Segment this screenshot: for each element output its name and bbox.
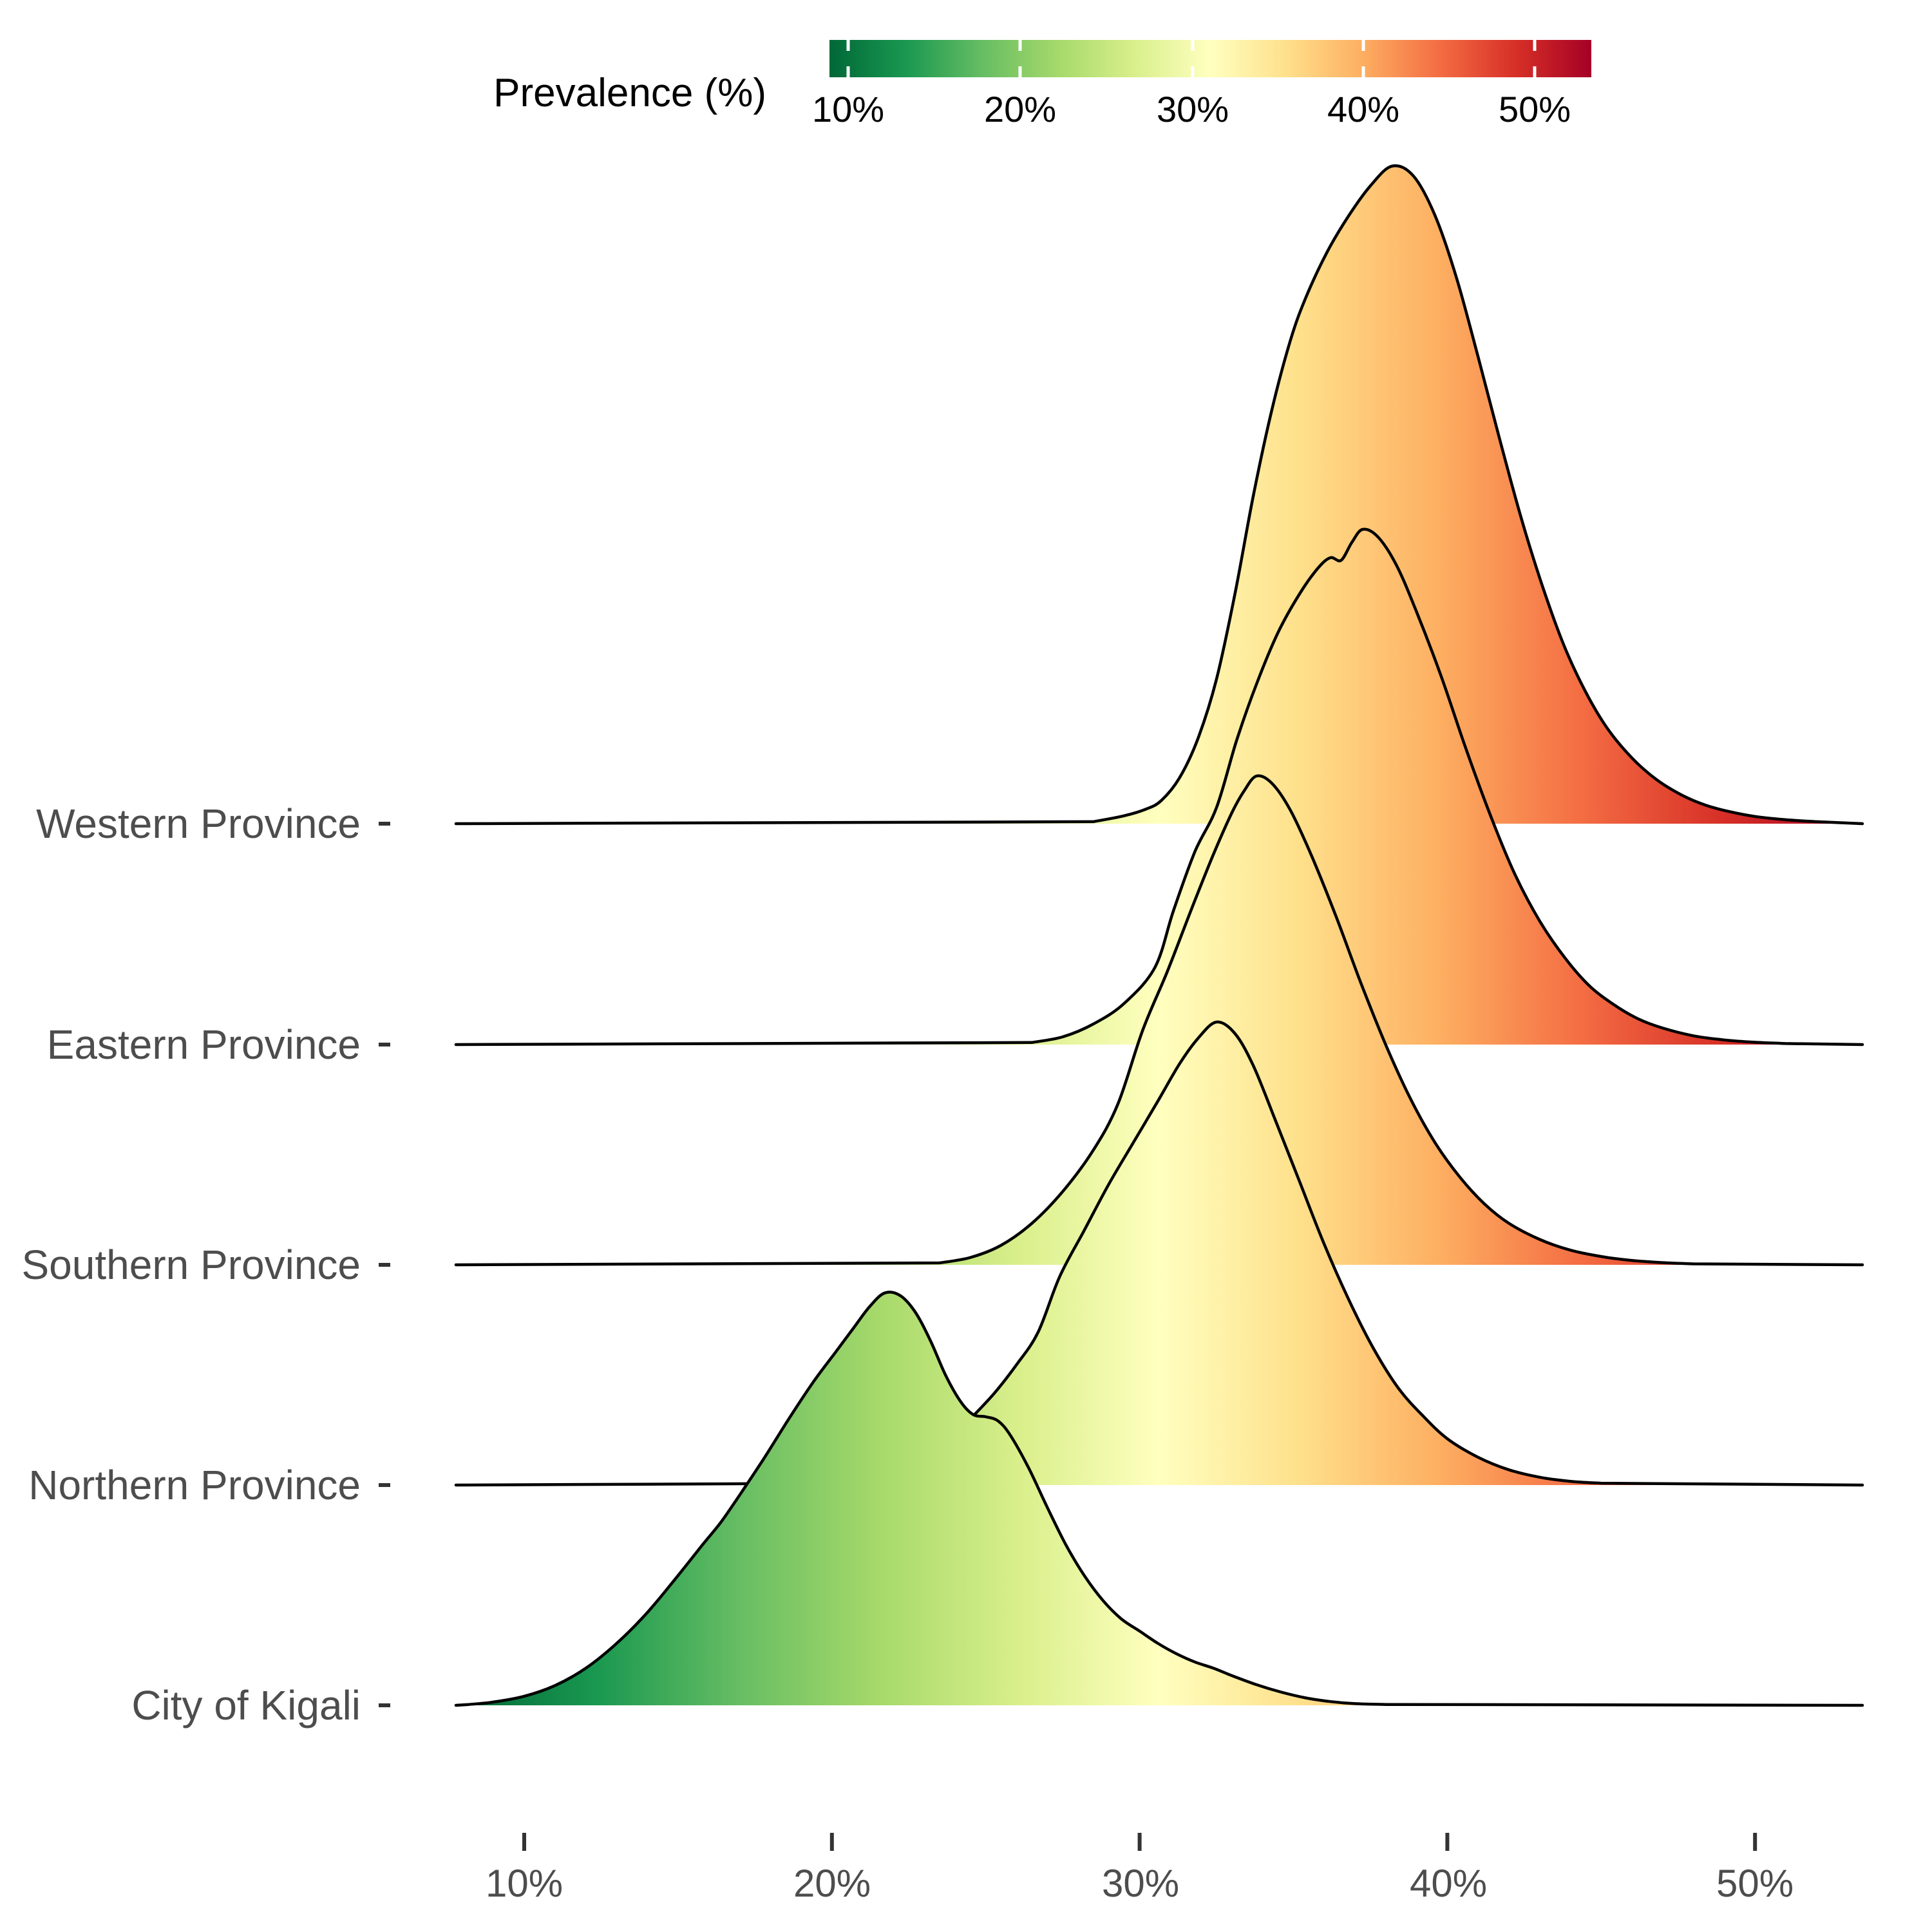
legend-title: Prevalence (%) xyxy=(493,71,766,115)
y-axis-label-city-of-kigali: City of Kigali xyxy=(131,1682,361,1728)
x-axis-tick-label-50: 50% xyxy=(1716,1862,1794,1905)
legend-tick-label-40: 40% xyxy=(1327,89,1400,129)
legend-colorbar xyxy=(829,40,1591,77)
legend-tick-label-20: 20% xyxy=(983,89,1057,129)
x-axis-tick-label-10: 10% xyxy=(485,1862,564,1905)
x-axis-tick-label-40: 40% xyxy=(1409,1862,1488,1905)
legend-tick-label-50: 50% xyxy=(1498,89,1571,129)
ridge-western-province xyxy=(454,164,1864,826)
y-axis-label-western-province: Western Province xyxy=(36,800,361,847)
legend-tick-label-10: 10% xyxy=(811,89,885,129)
x-axis-tick-label-30: 30% xyxy=(1101,1862,1180,1905)
ridge-eastern-province xyxy=(454,527,1864,1046)
x-axis-tick-label-20: 20% xyxy=(793,1862,871,1905)
y-axis-label-eastern-province: Eastern Province xyxy=(46,1021,361,1068)
y-axis-label-northern-province: Northern Province xyxy=(28,1462,361,1508)
ridge-northern-province xyxy=(454,1020,1864,1487)
ridge-southern-province xyxy=(454,774,1864,1267)
ridge-city-of-kigali xyxy=(454,1291,1864,1707)
legend-tick-label-30: 30% xyxy=(1156,89,1229,129)
y-axis-label-southern-province: Southern Province xyxy=(21,1242,361,1288)
